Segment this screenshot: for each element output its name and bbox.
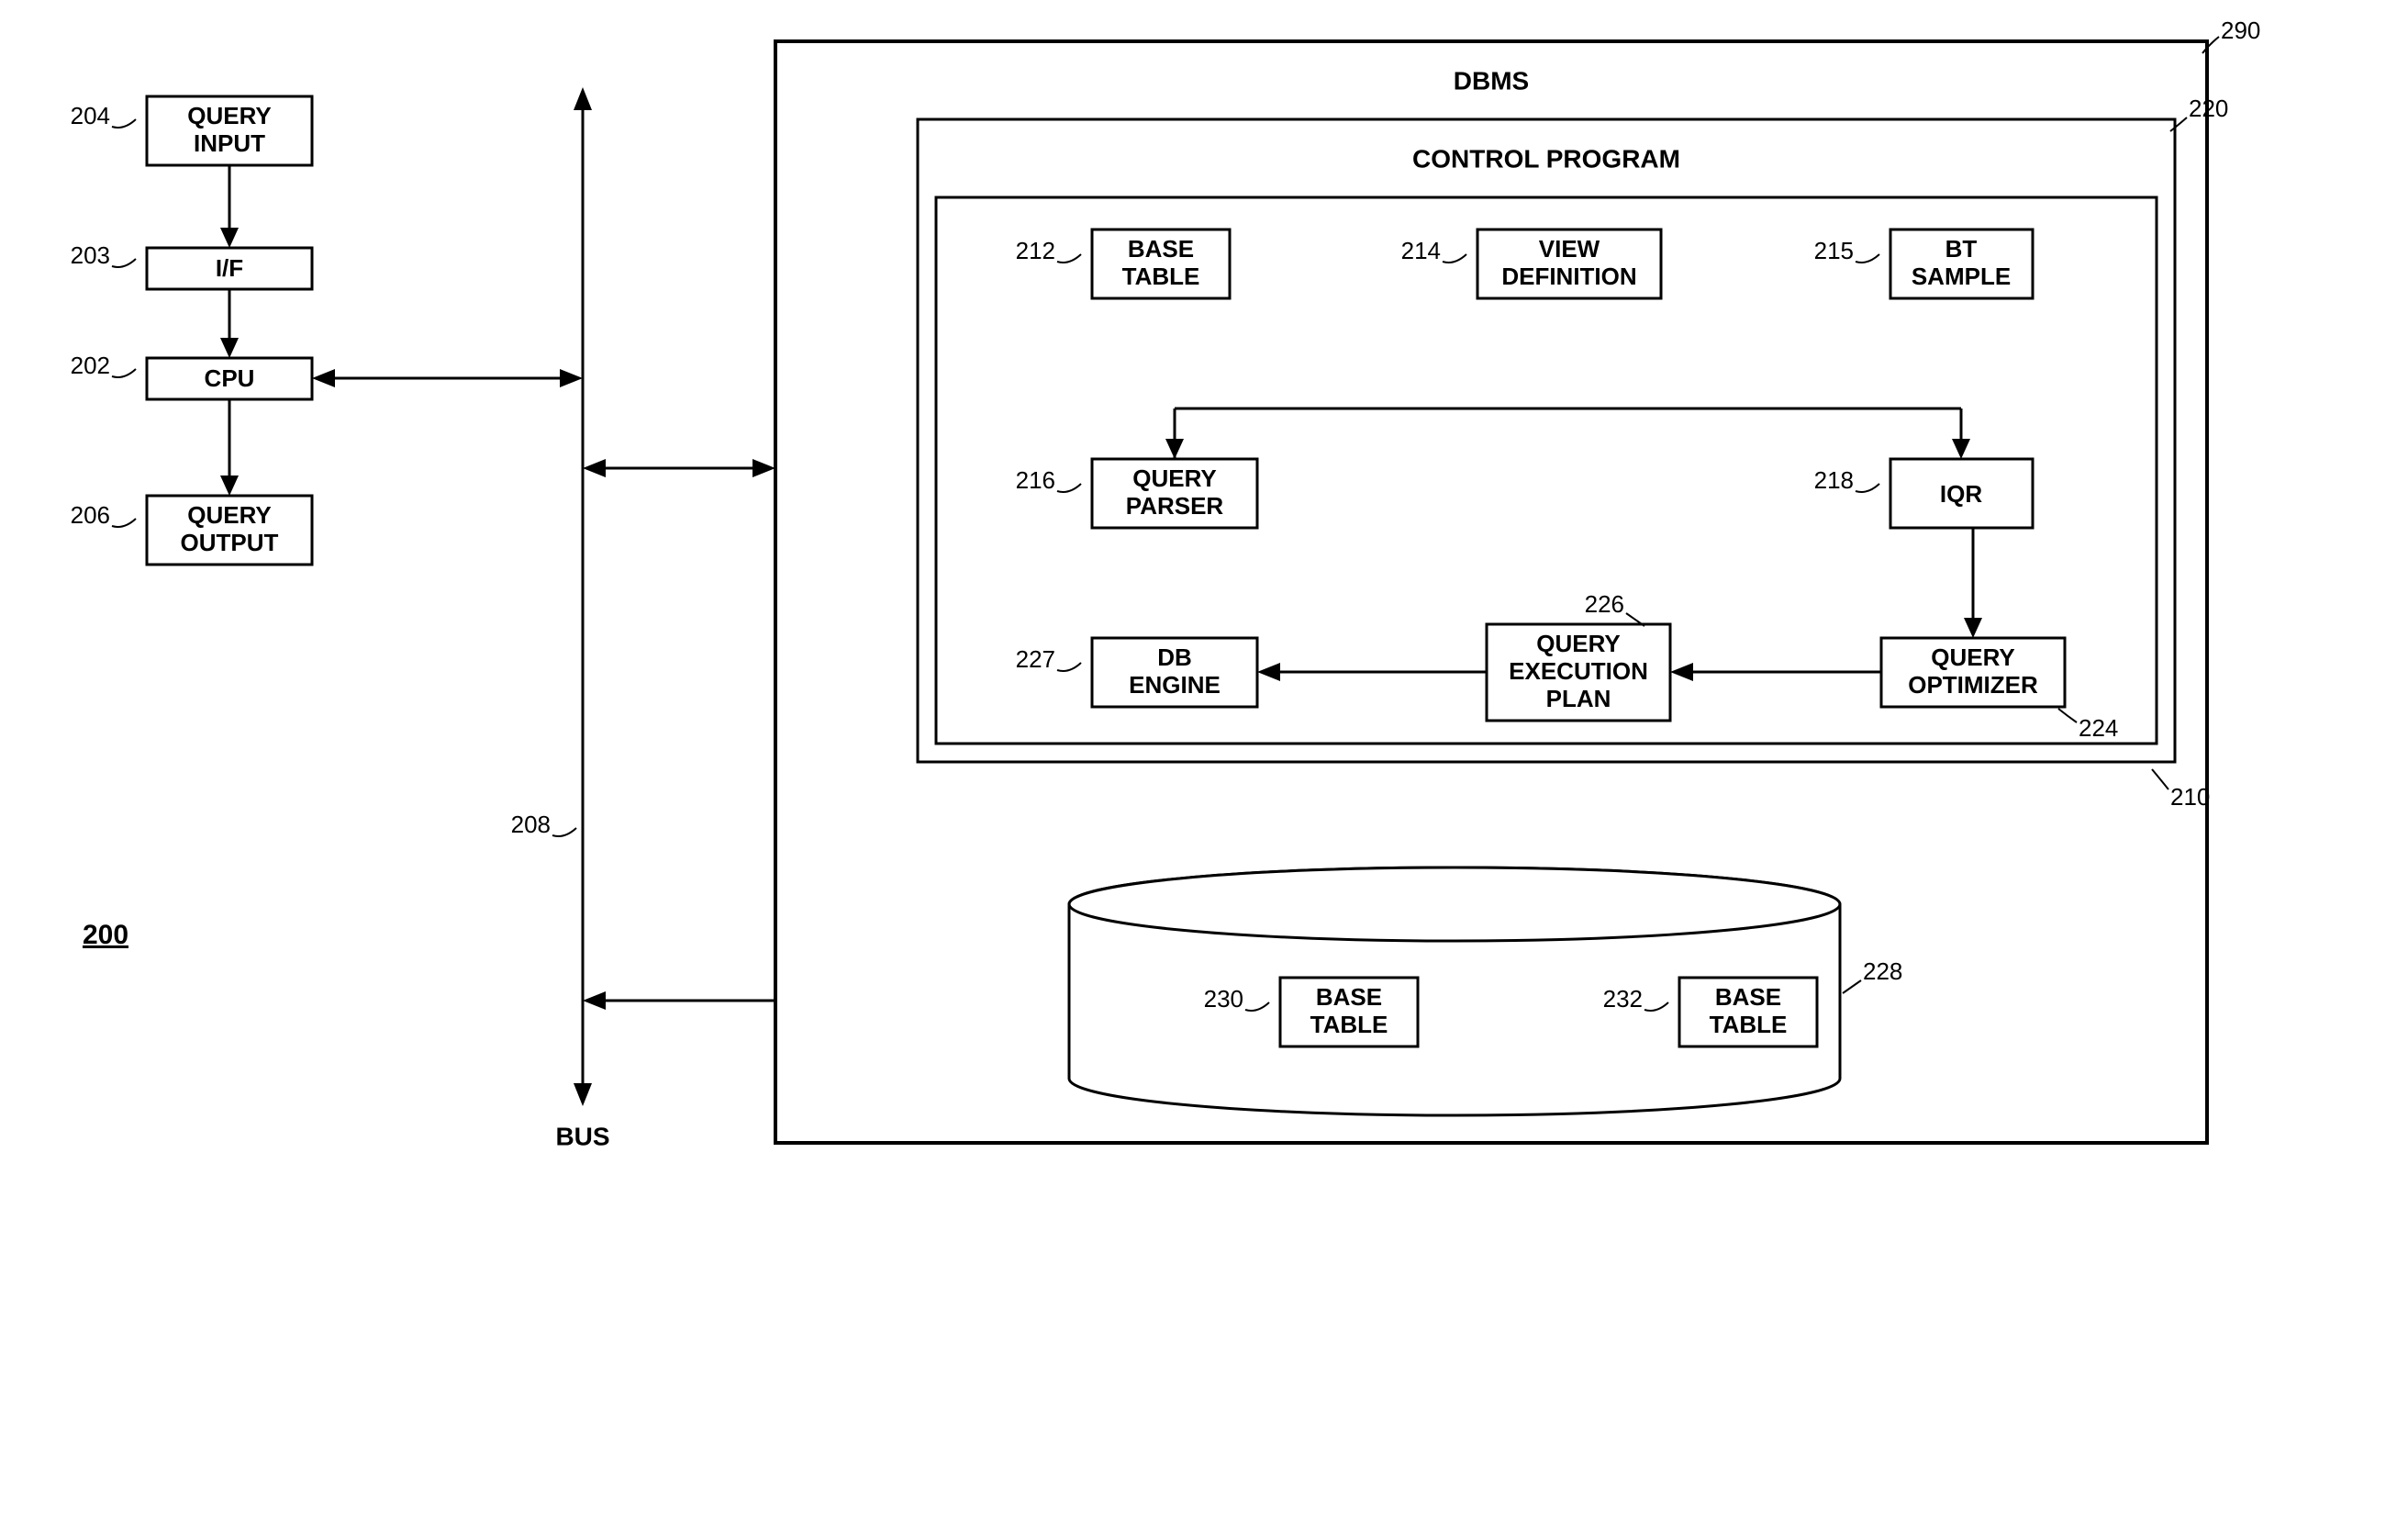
arrow-cpu-qo-head xyxy=(220,476,239,496)
arrow-if-cpu-head xyxy=(220,338,239,358)
cpu-ref-tick xyxy=(112,369,136,377)
cylinder-ref: 228 xyxy=(1863,957,1902,985)
dbms-ref: 290 xyxy=(2221,17,2260,44)
db-engine-l2: ENGINE xyxy=(1129,671,1221,699)
bus-arrow-bottom xyxy=(574,1083,592,1106)
arrow-cpu-bus-head-l xyxy=(312,369,335,387)
query-input-label-1: QUERY xyxy=(187,102,272,129)
bt2-ref: 232 xyxy=(1603,985,1643,1013)
bt-sample-l1: BT xyxy=(1945,235,1978,263)
query-output-label-2: OUTPUT xyxy=(181,529,279,556)
arrow-cpu-bus-head-r xyxy=(560,369,583,387)
query-parser-l1: QUERY xyxy=(1132,464,1217,492)
figure-ref: 200 xyxy=(83,920,128,950)
bt2-l2: TABLE xyxy=(1710,1011,1788,1038)
query-parser-ref: 216 xyxy=(1016,466,1055,494)
view-def-ref: 214 xyxy=(1401,237,1441,264)
if-ref-tick xyxy=(112,259,136,267)
view-def-l2: DEFINITION xyxy=(1501,263,1636,290)
query-output-ref-tick xyxy=(112,519,136,527)
if-ref: 203 xyxy=(71,241,110,269)
diagram-canvas: QUERY INPUT 204 I/F 203 CPU 202 QUERY OU… xyxy=(0,0,2408,1533)
base-table-ref: 212 xyxy=(1016,237,1055,264)
query-parser-l2: PARSER xyxy=(1126,492,1224,520)
query-opt-l2: OPTIMIZER xyxy=(1908,671,2038,699)
arrow-bus-db-head-l xyxy=(583,991,606,1010)
bus-label: BUS xyxy=(555,1122,609,1150)
iqr-ref: 218 xyxy=(1814,466,1854,494)
query-output-label-1: QUERY xyxy=(187,501,272,529)
arrow-bus-dbms-head-r xyxy=(752,459,775,477)
arrow-bus-dbms-head-l xyxy=(583,459,606,477)
qep-l3: PLAN xyxy=(1546,685,1611,712)
db-engine-ref: 227 xyxy=(1016,645,1055,673)
bus-ref-tick xyxy=(552,828,576,836)
if-label: I/F xyxy=(216,254,243,282)
qep-l2: EXECUTION xyxy=(1509,657,1648,685)
bus-ref: 208 xyxy=(511,811,551,838)
arrow-qi-if-head xyxy=(220,228,239,248)
bt2-l1: BASE xyxy=(1715,983,1781,1011)
db-engine-l1: DB xyxy=(1157,643,1192,671)
bt1-l1: BASE xyxy=(1316,983,1382,1011)
iqr-label: IQR xyxy=(1940,480,1982,508)
bt-sample-ref: 215 xyxy=(1814,237,1854,264)
query-opt-ref: 224 xyxy=(2079,714,2118,742)
base-table-l1: BASE xyxy=(1128,235,1194,263)
query-input-label-2: INPUT xyxy=(194,129,265,157)
query-input-ref-tick xyxy=(112,119,136,128)
qep-ref: 226 xyxy=(1585,590,1624,618)
cpu-ref: 202 xyxy=(71,352,110,379)
bus-arrow-top xyxy=(574,87,592,110)
base-table-l2: TABLE xyxy=(1122,263,1200,290)
cp-inner-ref: 210 xyxy=(2170,783,2210,811)
query-input-ref: 204 xyxy=(71,102,110,129)
view-def-l1: VIEW xyxy=(1539,235,1600,263)
bt1-ref: 230 xyxy=(1204,985,1243,1013)
bt-sample-l2: SAMPLE xyxy=(1912,263,2011,290)
qep-l1: QUERY xyxy=(1536,630,1621,657)
query-output-ref: 206 xyxy=(71,501,110,529)
bt1-l2: TABLE xyxy=(1310,1011,1388,1038)
query-opt-l1: QUERY xyxy=(1931,643,2015,671)
cp-label: CONTROL PROGRAM xyxy=(1412,144,1680,173)
cpu-label: CPU xyxy=(205,364,255,392)
cp-outer-ref: 220 xyxy=(2189,95,2228,122)
dbms-label: DBMS xyxy=(1454,66,1529,95)
